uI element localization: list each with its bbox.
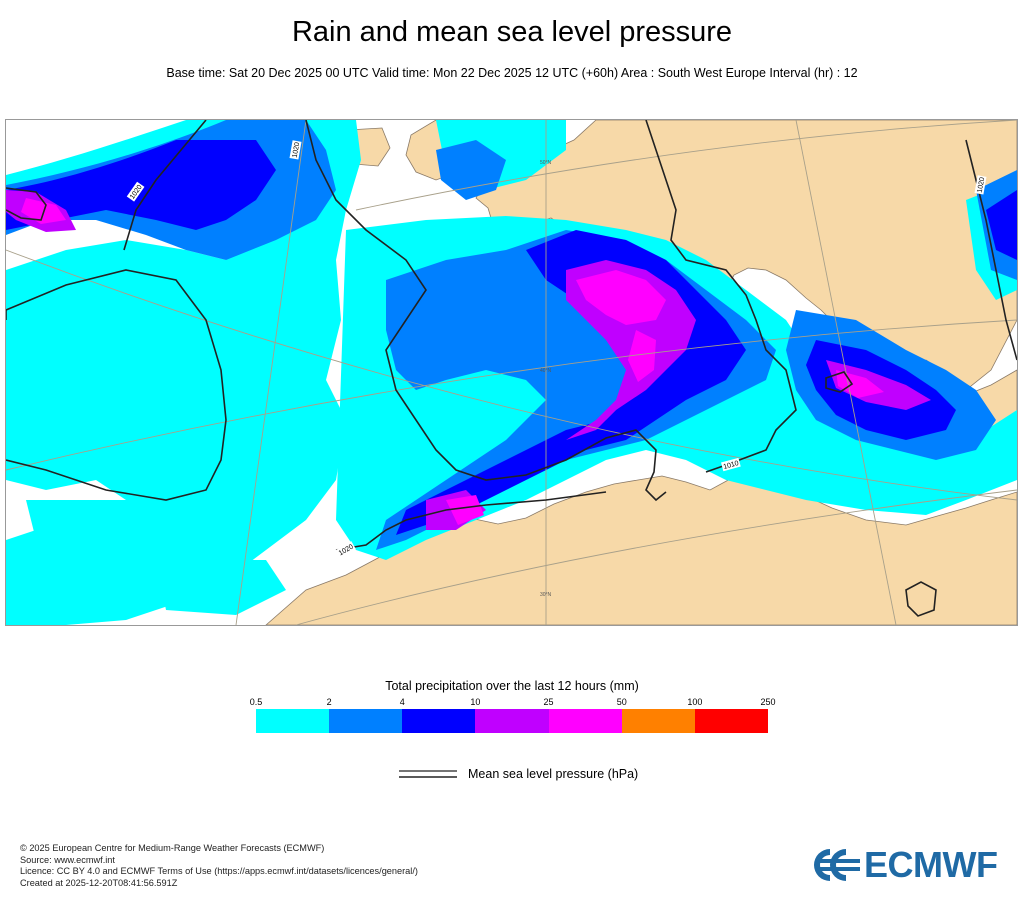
footer: © 2025 European Centre for Medium-Range … [20, 843, 418, 889]
legend-swatch [621, 709, 695, 733]
isobar-label: 1020 [977, 177, 987, 194]
legend-title: Total precipitation over the last 12 hou… [385, 679, 639, 693]
legend-tick-label: 250 [760, 697, 776, 707]
isobar-label: 1020 [292, 142, 302, 159]
isobar-label: 1010 [723, 460, 740, 471]
legend-tick-label: 50 [616, 697, 627, 707]
legend-swatch [694, 709, 768, 733]
ecmwf-logo-icon [814, 849, 860, 881]
footer-copyright: © 2025 European Centre for Medium-Range … [20, 843, 325, 853]
lat-label-group: 50°N 40°N 30°N [540, 160, 552, 598]
ecmwf-logo-text: ECMWF [864, 844, 998, 885]
legend-swatch [548, 709, 622, 733]
graticule [6, 120, 1017, 625]
msl-legend-label: Mean sea level pressure (hPa) [468, 767, 639, 781]
chart-title: Rain and mean sea level pressure [291, 16, 733, 48]
precipitation-map: 1020 1020 1020 1010 1020 50°N 40°N [5, 119, 1018, 626]
legend-colorbar [256, 709, 768, 733]
ecmwf-logo: ECMWF [812, 846, 1008, 884]
isobar-label: 1020 [338, 543, 355, 557]
map-canvas: 1020 1020 1020 1010 1020 50°N 40°N [6, 120, 1017, 625]
footer-licence: Licence: CC BY 4.0 and ECMWF Terms of Us… [20, 866, 418, 876]
lat-label: 50°N [540, 160, 552, 166]
legend-swatch [402, 709, 476, 733]
chart-subtitle: Base time: Sat 20 Dec 2025 00 UTC Valid … [166, 66, 858, 80]
isobar-label-group: 1020 1020 1020 1010 1020 [126, 140, 987, 558]
legend-swatch [329, 709, 403, 733]
lat-label: 30°N [540, 592, 552, 598]
lat-label: 40°N [540, 368, 552, 374]
isobars [6, 120, 1017, 617]
legend-tick-label: 100 [687, 697, 703, 707]
legend-tick-label: 10 [470, 697, 481, 707]
legend-swatch [256, 709, 330, 733]
legend-swatch [475, 709, 549, 733]
legend-tick-label: 2 [326, 697, 332, 707]
footer-source: Source: www.ecmwf.int [20, 854, 115, 865]
legend-tick-label: 25 [543, 697, 554, 707]
msl-legend-line [399, 770, 457, 778]
legend-tick-label: 0.5 [249, 697, 263, 707]
footer-created: Created at 2025-12-20T08:41:56.591Z [20, 877, 178, 888]
legend-tick-label: 4 [399, 697, 405, 707]
